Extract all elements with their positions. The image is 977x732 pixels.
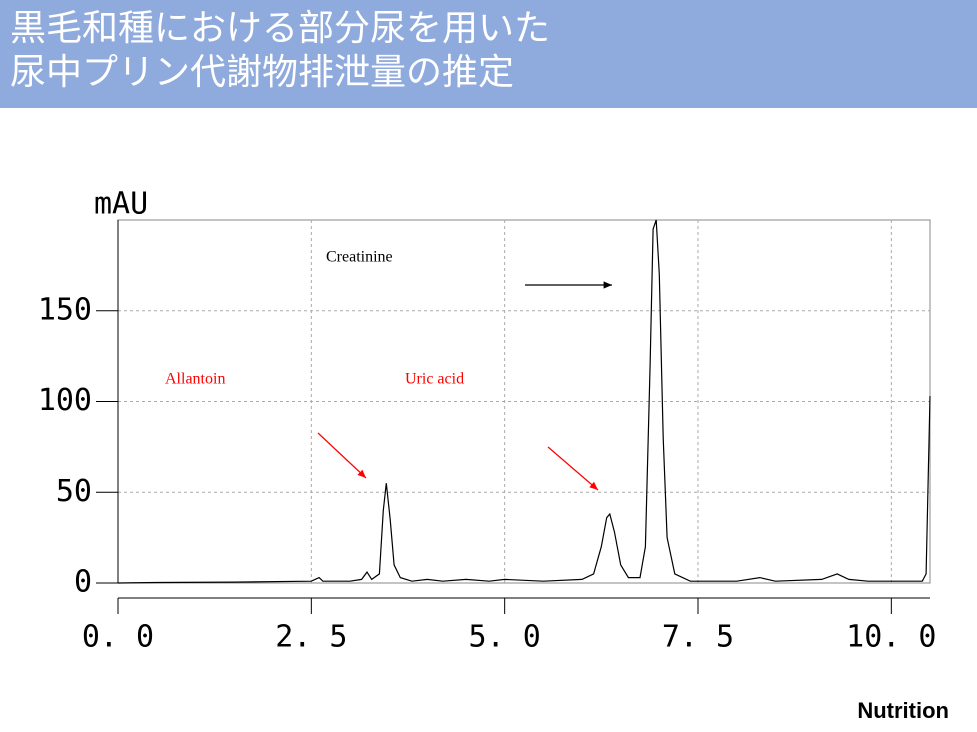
title-line: 尿中プリン代謝物排泄量の推定: [10, 52, 515, 93]
x-tick-label: 7. 5: [662, 620, 734, 655]
annotation-arrow: [317, 432, 367, 479]
x-tick-label: 10. 0: [846, 620, 936, 655]
x-tick-label: 0. 0: [82, 620, 154, 655]
annotation: Uric acid: [405, 371, 464, 388]
title-banner: 黒毛和種における部分尿を用いた 尿中プリン代謝物排泄量の推定: [0, 0, 977, 108]
annotation: Creatinine: [326, 249, 393, 266]
y-tick-label: 150: [38, 292, 92, 327]
trace: [117, 219, 931, 584]
title-line: 黒毛和種における部分尿を用いた: [10, 8, 551, 49]
y-tick-label: 0: [74, 565, 92, 600]
y-axis-label: mAU: [94, 187, 148, 222]
source: Nutrition: [857, 698, 949, 723]
y-tick-label: 100: [38, 383, 92, 418]
y-tick-label: 50: [56, 474, 92, 509]
x-tick-label: 2. 5: [275, 620, 347, 655]
annotation: Allantoin: [165, 371, 225, 388]
annotation-arrow: [547, 446, 599, 491]
x-tick-label: 5. 0: [469, 620, 541, 655]
